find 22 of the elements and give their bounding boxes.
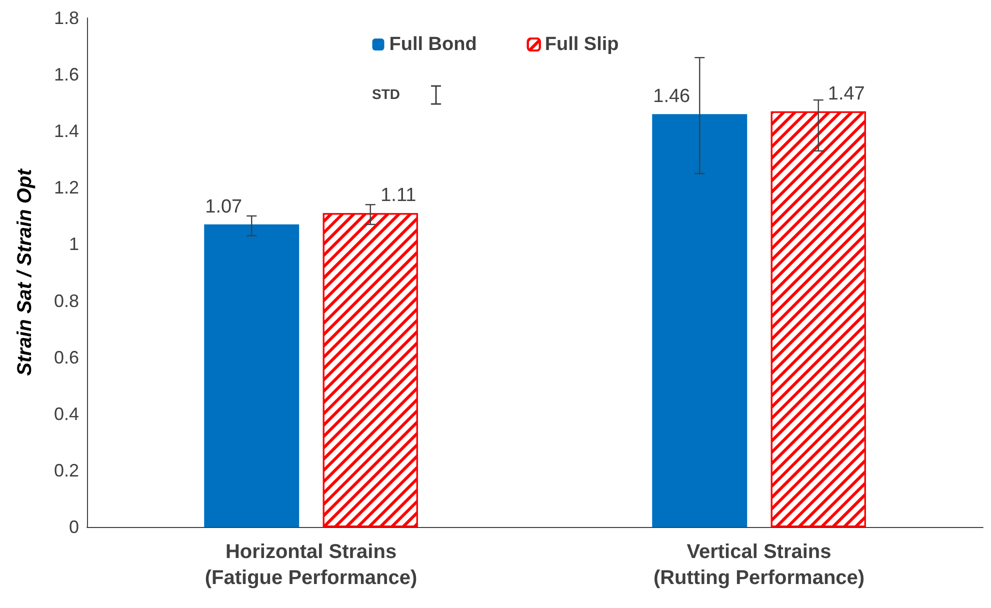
- x-tick-label: Horizontal Strains (Fatigue Performance): [204, 541, 418, 589]
- x-tick-label: Vertical Strains (Rutting Performance): [653, 541, 865, 589]
- bar: [204, 224, 300, 527]
- y-axis-title: Strain Sat / Strain Opt: [14, 168, 36, 376]
- legend-label: Full Bond: [389, 34, 477, 55]
- data-label: 1.47: [828, 83, 865, 104]
- y-tick-label: 0.4: [54, 404, 79, 424]
- data-label: 1.07: [205, 196, 242, 218]
- y-tick-label: 0.2: [54, 460, 79, 480]
- data-label: 1.11: [380, 185, 416, 206]
- y-tick-label: 1.8: [54, 8, 79, 28]
- legend-label: Full Slip: [544, 34, 619, 55]
- annotation: STD: [372, 86, 400, 102]
- y-tick-label: 1: [68, 234, 79, 254]
- data-label: 1.46: [653, 86, 690, 108]
- y-tick-label: 1.6: [54, 64, 79, 85]
- y-tick-label: 1.4: [54, 121, 79, 142]
- bar: [652, 114, 748, 527]
- y-tick-label: 0: [68, 517, 79, 537]
- y-tick-label: 0.8: [54, 290, 79, 311]
- y-tick-label: 1.2: [54, 178, 79, 198]
- y-tick-label: 0.6: [54, 347, 79, 368]
